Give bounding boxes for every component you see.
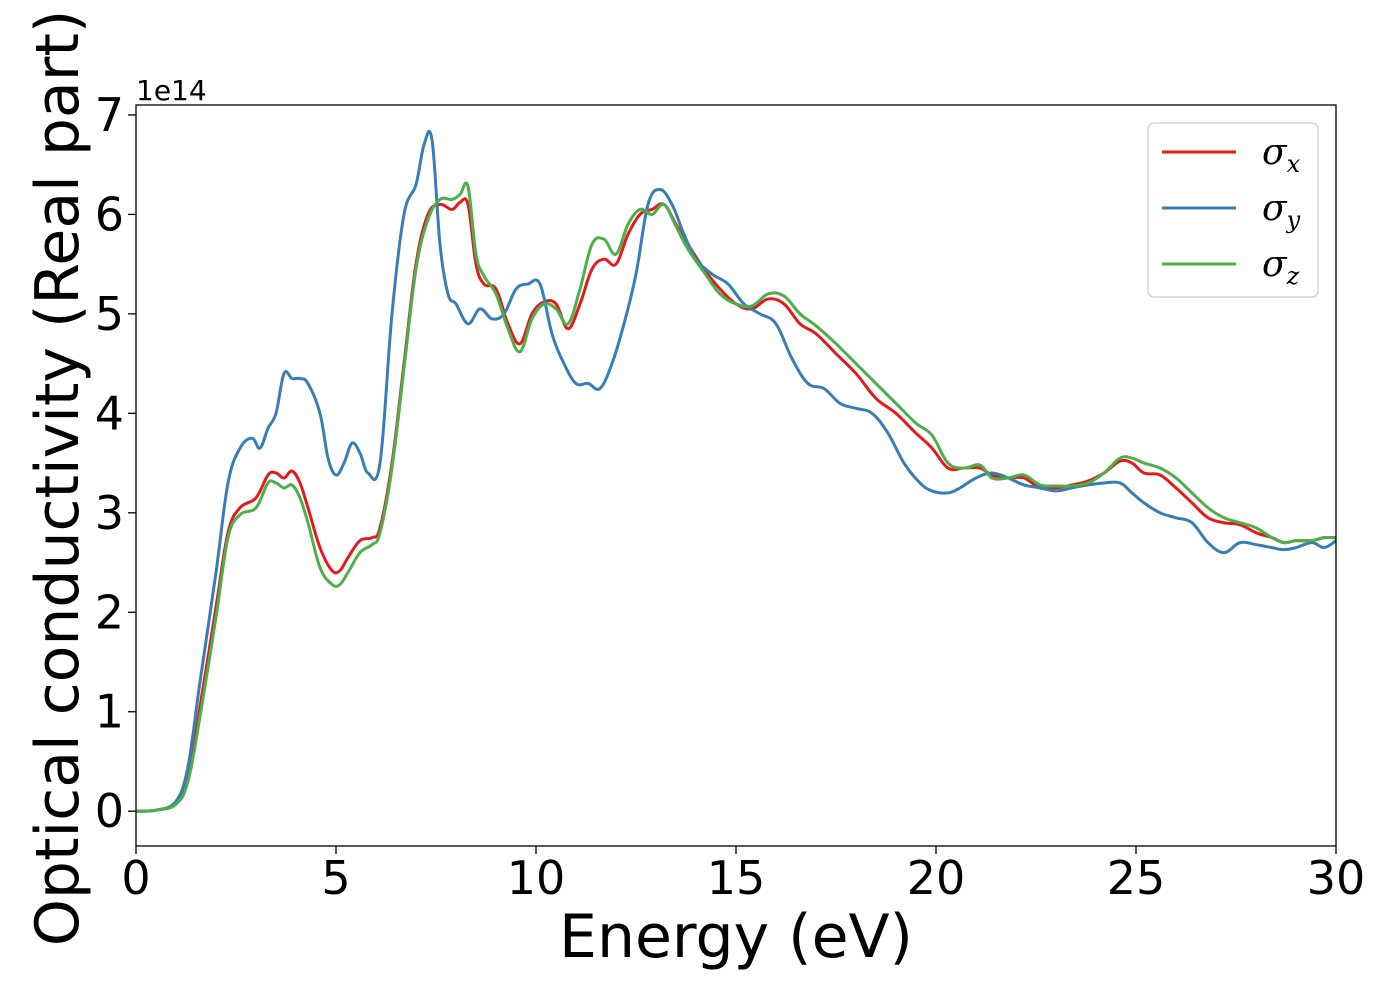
series-line-z bbox=[136, 181, 1336, 813]
legend-symbol: σ bbox=[1262, 188, 1288, 229]
x-tick-label: 15 bbox=[707, 851, 766, 905]
x-tick-label: 30 bbox=[1307, 851, 1366, 905]
axes-layer: 0 5 10 15 20 25 30 0 1 2 3 4 5 6 7 bbox=[95, 88, 1366, 905]
series-group bbox=[136, 129, 1336, 813]
y-axis-title: Optical conductivity (Real part) bbox=[23, 10, 93, 947]
legend-label-z: σz bbox=[1262, 244, 1300, 290]
y-tick-label: 1 bbox=[95, 685, 124, 739]
x-tick-label: 0 bbox=[121, 851, 150, 905]
legend-subscript: x bbox=[1287, 150, 1301, 178]
x-tick-label: 20 bbox=[907, 851, 966, 905]
series-line-x bbox=[136, 197, 1336, 813]
y-offset-label: 1e14 bbox=[136, 74, 207, 107]
x-axis-title: Energy (eV) bbox=[559, 902, 913, 972]
series-layer bbox=[136, 129, 1336, 813]
series-line-y bbox=[136, 129, 1336, 813]
legend-label-y: σy bbox=[1262, 188, 1301, 234]
legend-box bbox=[1147, 122, 1319, 298]
legend-symbol: σ bbox=[1262, 244, 1288, 285]
legend-subscript: z bbox=[1286, 262, 1300, 290]
y-tick-label: 4 bbox=[95, 386, 124, 440]
x-tick-label: 25 bbox=[1107, 851, 1166, 905]
y-tick-label: 7 bbox=[95, 88, 124, 142]
legend-subscript: y bbox=[1286, 206, 1301, 234]
y-tick-label: 2 bbox=[95, 585, 124, 639]
x-tick-label: 5 bbox=[321, 851, 350, 905]
y-tick-label: 0 bbox=[95, 784, 124, 838]
y-tick-label: 5 bbox=[95, 287, 124, 341]
x-tick-label: 10 bbox=[507, 851, 566, 905]
y-tick-label: 3 bbox=[95, 486, 124, 540]
y-tick-label: 6 bbox=[95, 187, 124, 241]
legend-symbol: σ bbox=[1262, 132, 1288, 173]
legend-label-x: σx bbox=[1262, 132, 1301, 178]
